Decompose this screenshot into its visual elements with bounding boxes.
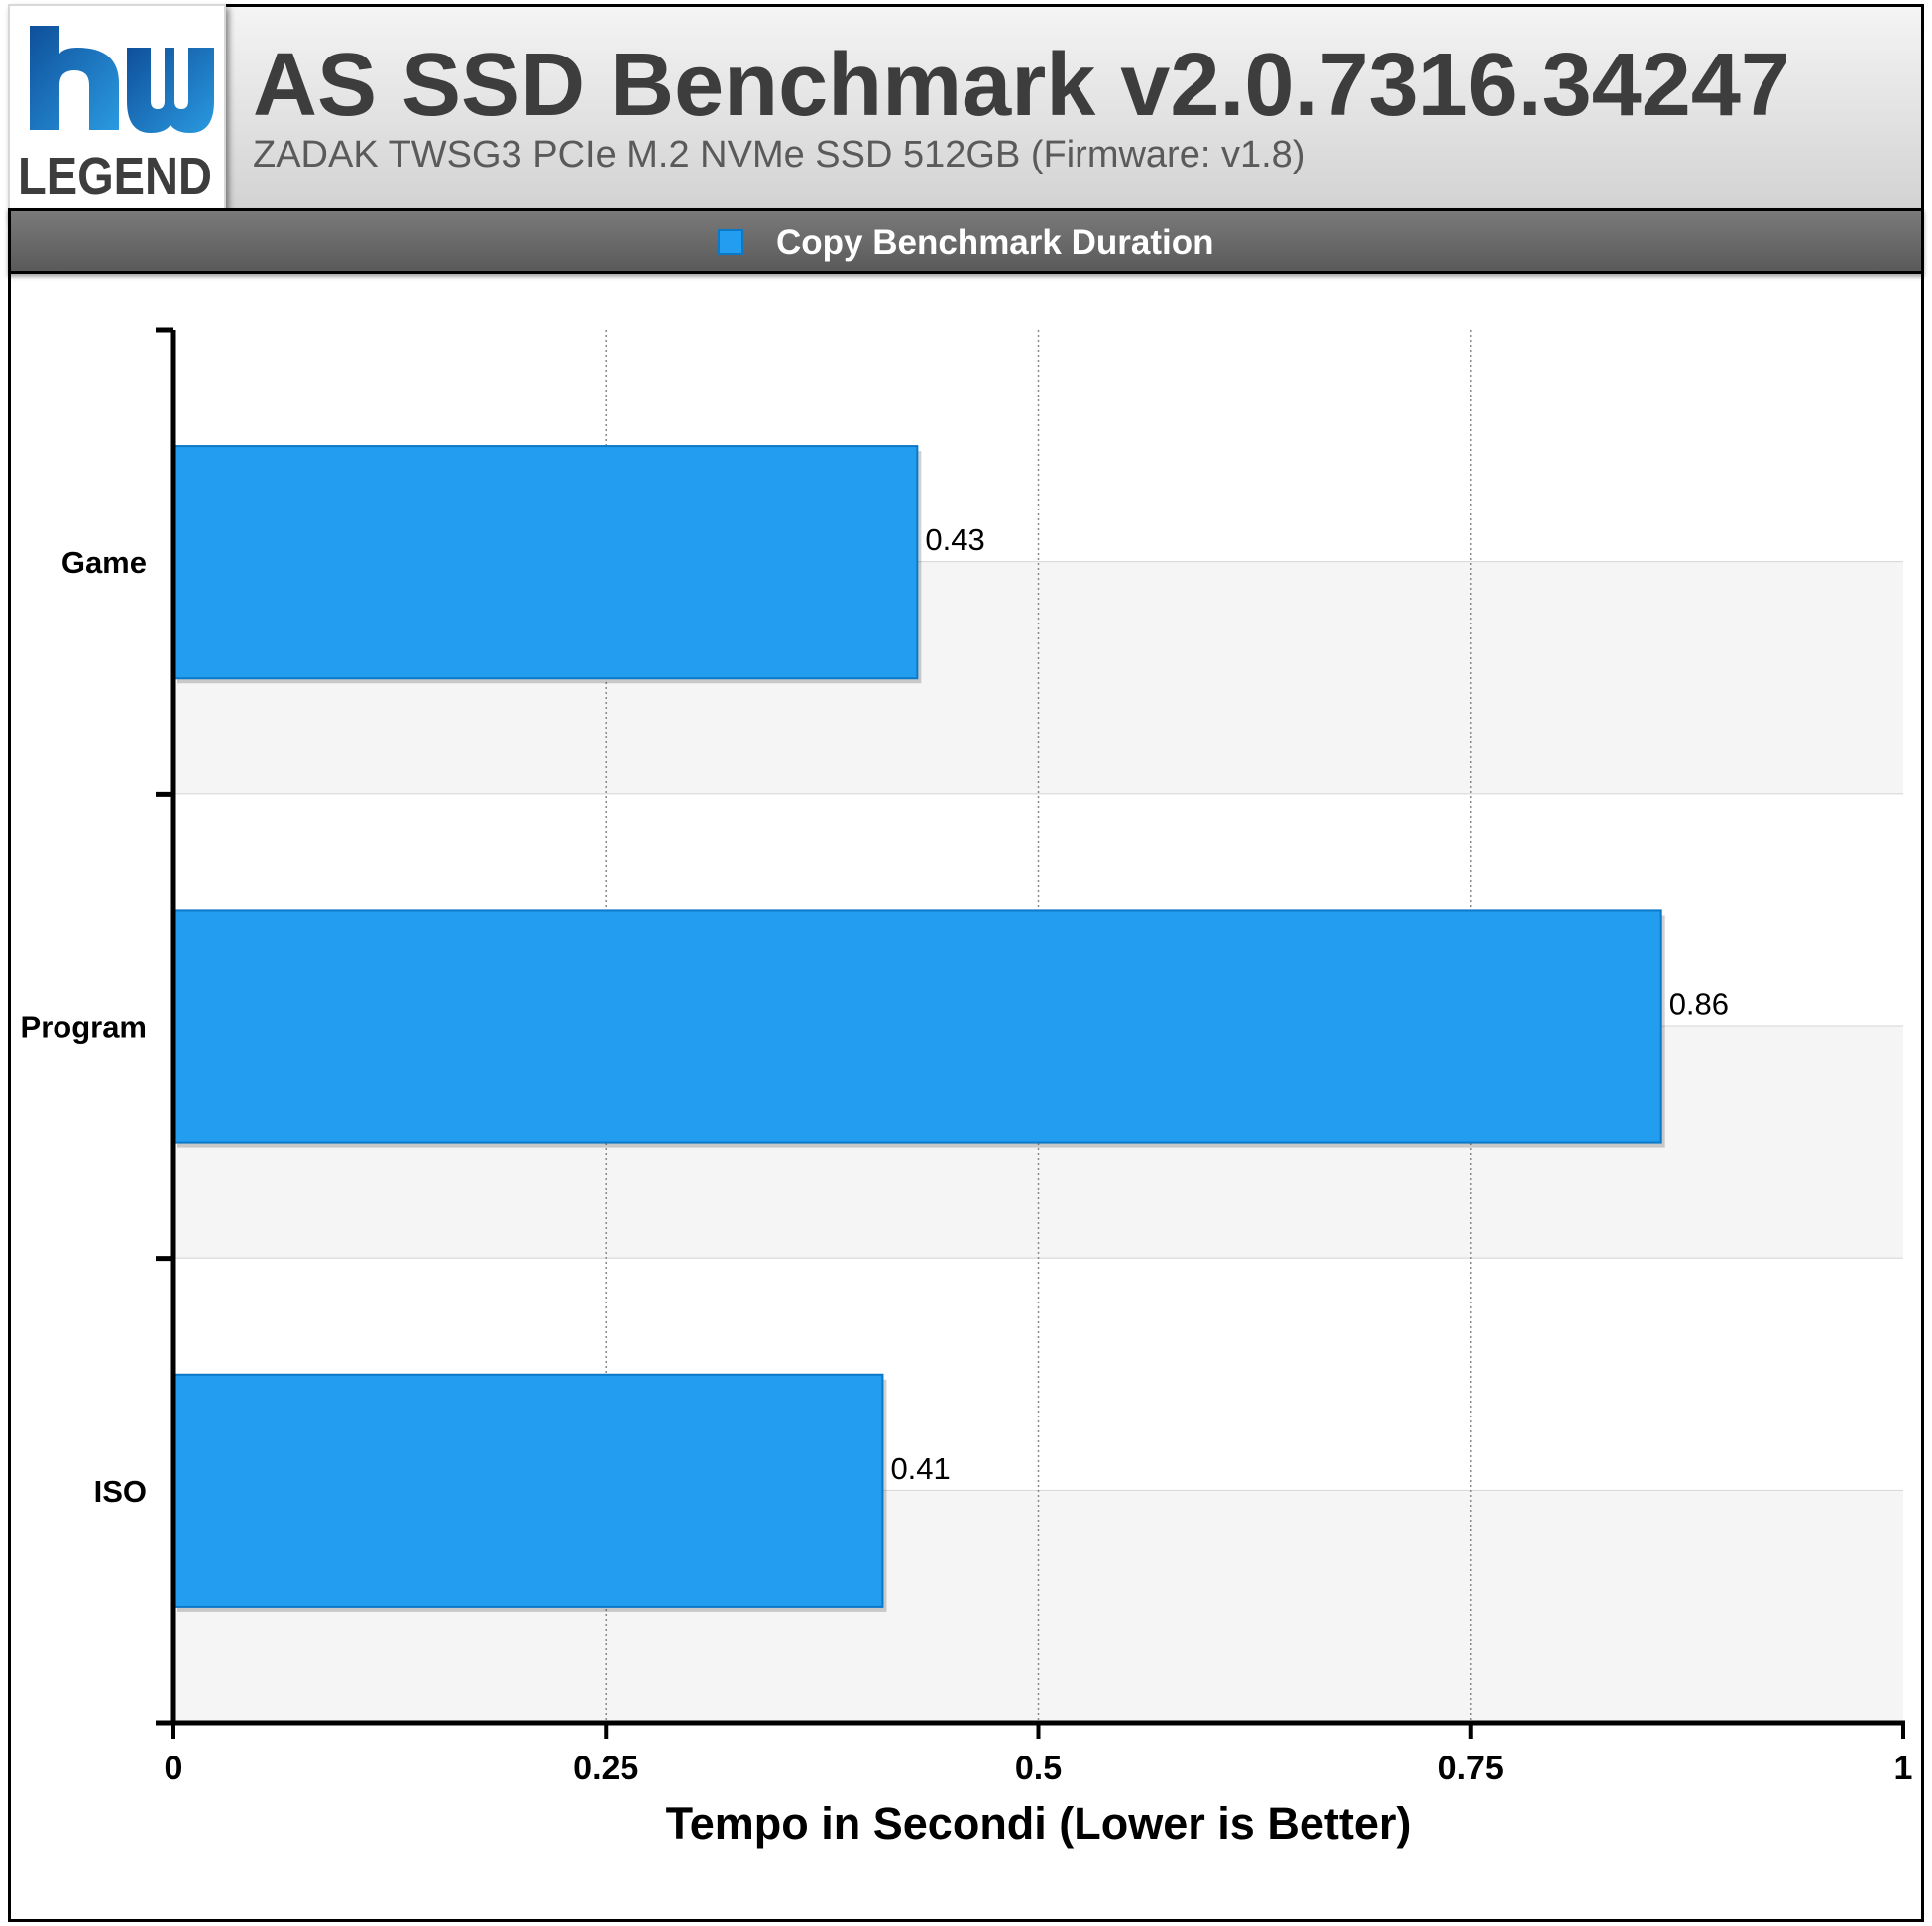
category-label: Program xyxy=(21,1010,147,1045)
bar-program xyxy=(172,909,1662,1144)
legend-label: Copy Benchmark Duration xyxy=(776,223,1214,262)
bar-iso xyxy=(172,1373,884,1608)
axes xyxy=(156,327,1905,1739)
site-logo: LEGEND xyxy=(8,4,226,220)
value-label: 0.43 xyxy=(925,522,984,557)
chart-title: AS SSD Benchmark v2.0.7316.34247 xyxy=(253,36,1790,135)
x-axis-title: Tempo in Secondi (Lower is Better) xyxy=(666,1798,1412,1849)
legend-swatch xyxy=(718,229,743,255)
x-tick-label: 0 xyxy=(165,1750,183,1787)
category-label: ISO xyxy=(94,1474,147,1509)
value-label: 0.86 xyxy=(1669,987,1729,1022)
x-tick-label: 0.5 xyxy=(1015,1750,1062,1787)
value-labels: 0.43 0.86 0.41 xyxy=(890,522,1729,1486)
x-tick-label: 1 xyxy=(1894,1750,1913,1787)
tick-labels: 0 0.25 0.5 0.75 1 xyxy=(165,1750,1913,1787)
chart-header: AS SSD Benchmark v2.0.7316.34247 ZADAK T… xyxy=(8,4,1924,212)
logo-mark-icon: LEGEND xyxy=(18,26,214,206)
category-label: Game xyxy=(61,545,147,580)
value-label: 0.41 xyxy=(890,1451,950,1486)
logo-text: LEGEND xyxy=(18,147,212,206)
x-tick-label: 0.75 xyxy=(1438,1750,1504,1787)
legend: Copy Benchmark Duration xyxy=(8,208,1924,274)
category-labels: Game Program ISO xyxy=(21,545,147,1509)
bars xyxy=(172,445,1665,1612)
chart-subtitle: ZADAK TWSG3 PCIe M.2 NVMe SSD 512GB (Fir… xyxy=(253,134,1306,175)
bar-game xyxy=(172,445,919,680)
x-tick-label: 0.25 xyxy=(573,1750,638,1787)
